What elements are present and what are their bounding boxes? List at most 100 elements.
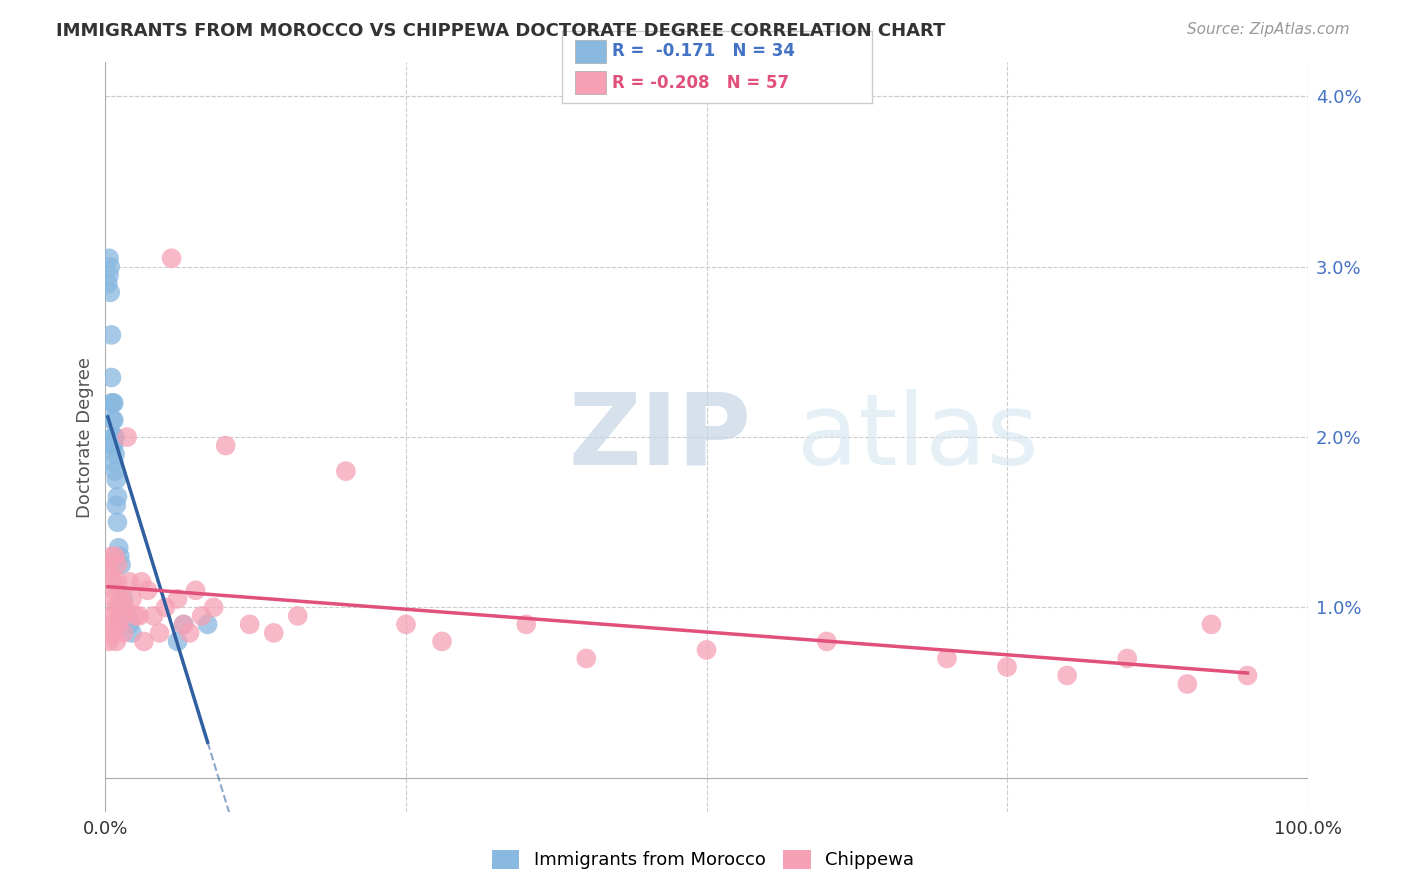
Point bbox=[173, 617, 195, 632]
Point bbox=[98, 634, 121, 648]
Point bbox=[1201, 617, 1223, 632]
Point bbox=[184, 583, 207, 598]
Point bbox=[112, 626, 135, 640]
Point bbox=[160, 252, 183, 266]
Point bbox=[105, 498, 128, 512]
Point bbox=[815, 634, 838, 648]
Point bbox=[202, 600, 225, 615]
Point bbox=[696, 643, 718, 657]
Point bbox=[936, 651, 959, 665]
Point bbox=[1175, 677, 1198, 691]
Point bbox=[1236, 668, 1258, 682]
Point bbox=[101, 574, 124, 589]
Point bbox=[107, 574, 129, 589]
Point bbox=[132, 634, 155, 648]
Point bbox=[110, 558, 132, 572]
Point bbox=[100, 370, 122, 384]
Point bbox=[101, 396, 124, 410]
Point bbox=[155, 600, 177, 615]
Text: Source: ZipAtlas.com: Source: ZipAtlas.com bbox=[1187, 22, 1350, 37]
Point bbox=[118, 574, 141, 589]
Point bbox=[107, 515, 129, 529]
Point bbox=[263, 626, 285, 640]
Point bbox=[110, 591, 132, 606]
Point bbox=[100, 396, 122, 410]
Point bbox=[105, 473, 128, 487]
Point bbox=[103, 439, 125, 453]
Point bbox=[108, 600, 131, 615]
Point bbox=[107, 617, 129, 632]
Point bbox=[173, 617, 195, 632]
Text: R = -0.208   N = 57: R = -0.208 N = 57 bbox=[612, 74, 789, 92]
Point bbox=[98, 617, 121, 632]
Point bbox=[103, 591, 125, 606]
Point bbox=[166, 634, 188, 648]
Point bbox=[131, 574, 153, 589]
Point bbox=[104, 549, 127, 564]
Point bbox=[100, 549, 122, 564]
Point bbox=[98, 260, 121, 274]
Point bbox=[112, 591, 135, 606]
Point bbox=[214, 439, 236, 453]
Point bbox=[335, 464, 357, 478]
Point bbox=[103, 396, 125, 410]
Point bbox=[104, 430, 127, 444]
Point bbox=[105, 634, 128, 648]
Point bbox=[121, 591, 143, 606]
Point bbox=[1116, 651, 1139, 665]
Point bbox=[101, 430, 124, 444]
Point bbox=[98, 285, 121, 300]
Point bbox=[118, 617, 141, 632]
Point bbox=[995, 660, 1018, 674]
Point bbox=[287, 608, 309, 623]
Bar bbox=[575, 40, 606, 62]
Point bbox=[103, 626, 125, 640]
Point bbox=[148, 626, 170, 640]
Point bbox=[136, 583, 159, 598]
Point bbox=[103, 456, 125, 470]
Text: atlas: atlas bbox=[797, 389, 1038, 485]
Point bbox=[115, 430, 138, 444]
Point bbox=[107, 558, 129, 572]
Point bbox=[179, 626, 201, 640]
Point bbox=[166, 591, 188, 606]
Point bbox=[111, 608, 134, 623]
Point bbox=[107, 541, 129, 555]
Point bbox=[101, 439, 124, 453]
Point bbox=[104, 464, 127, 478]
Point bbox=[105, 600, 128, 615]
Point bbox=[115, 608, 138, 623]
Point bbox=[124, 608, 146, 623]
Point bbox=[97, 277, 120, 291]
Y-axis label: Doctorate Degree: Doctorate Degree bbox=[76, 357, 94, 517]
Text: IMMIGRANTS FROM MOROCCO VS CHIPPEWA DOCTORATE DEGREE CORRELATION CHART: IMMIGRANTS FROM MOROCCO VS CHIPPEWA DOCT… bbox=[56, 22, 946, 40]
Point bbox=[142, 608, 165, 623]
Point bbox=[98, 566, 121, 581]
Point bbox=[104, 583, 127, 598]
Point bbox=[121, 626, 143, 640]
Point bbox=[104, 447, 127, 461]
Point bbox=[100, 327, 122, 342]
Point bbox=[98, 252, 121, 266]
Point bbox=[114, 600, 136, 615]
Point bbox=[515, 617, 537, 632]
Point bbox=[107, 490, 129, 504]
Point bbox=[98, 268, 121, 283]
Point bbox=[430, 634, 453, 648]
Point bbox=[103, 430, 125, 444]
Point bbox=[197, 617, 219, 632]
Point bbox=[1056, 668, 1078, 682]
Point bbox=[103, 413, 125, 427]
Point bbox=[575, 651, 598, 665]
Bar bbox=[575, 71, 606, 94]
Point bbox=[395, 617, 418, 632]
Text: R =  -0.171   N = 34: R = -0.171 N = 34 bbox=[612, 42, 794, 60]
Legend: Immigrants from Morocco, Chippewa: Immigrants from Morocco, Chippewa bbox=[484, 841, 922, 879]
Point bbox=[100, 608, 122, 623]
Point bbox=[128, 608, 150, 623]
Point bbox=[239, 617, 262, 632]
Point bbox=[97, 558, 120, 572]
Point bbox=[190, 608, 212, 623]
Point bbox=[108, 549, 131, 564]
Text: ZIP: ZIP bbox=[568, 389, 751, 485]
